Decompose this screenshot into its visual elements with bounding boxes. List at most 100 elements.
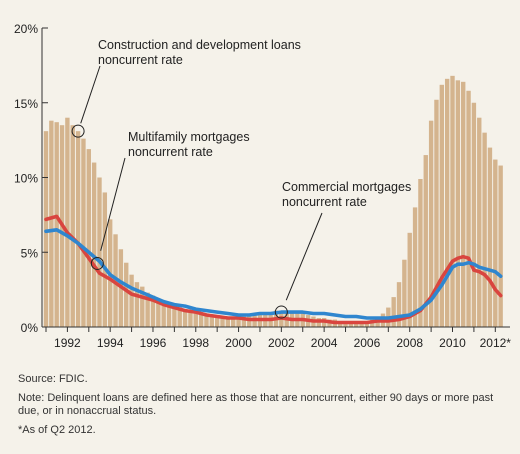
bar xyxy=(407,232,412,327)
bar xyxy=(161,301,166,327)
y-tick-label: 0% xyxy=(21,321,39,335)
bar xyxy=(396,282,402,327)
bar xyxy=(156,298,161,327)
bar xyxy=(91,162,97,327)
commercial-label-line: noncurrent rate xyxy=(282,195,367,209)
construction-label: Construction and development loans noncur… xyxy=(98,38,301,67)
source-note: Source: FDIC. xyxy=(18,373,88,385)
multifamily-callout-circle xyxy=(90,256,104,270)
commercial-label-line: Commercial mortgages xyxy=(282,180,411,194)
annotations: Construction and development loans noncur… xyxy=(71,38,411,319)
x-tick-label: 2012* xyxy=(480,336,512,350)
bar xyxy=(113,234,118,327)
bar xyxy=(209,315,215,327)
bar xyxy=(439,84,445,327)
bar xyxy=(70,125,75,327)
bar xyxy=(402,259,407,327)
x-tick-label: 2010 xyxy=(439,336,466,350)
multifamily-line xyxy=(44,214,503,325)
bar xyxy=(487,147,493,327)
x-tick-label: 1994 xyxy=(97,336,124,350)
bar xyxy=(75,131,81,327)
x-tick-label: 1996 xyxy=(140,336,167,350)
bar xyxy=(49,120,54,327)
commercial-line xyxy=(44,228,503,320)
bar xyxy=(220,316,225,327)
bar xyxy=(54,122,59,327)
bar xyxy=(412,207,418,327)
commercial-callout-leader xyxy=(285,212,323,301)
y-tick-label: 5% xyxy=(21,246,39,260)
bar xyxy=(134,282,140,327)
bar xyxy=(81,138,86,327)
bar xyxy=(193,312,198,327)
bar xyxy=(428,120,434,327)
x-tick-label: 1992 xyxy=(54,336,81,350)
bar xyxy=(188,310,193,327)
bar xyxy=(354,322,359,327)
bar xyxy=(204,313,209,327)
bar xyxy=(140,286,145,327)
x-tick-label: 2004 xyxy=(311,336,338,350)
bar xyxy=(182,309,188,327)
bar xyxy=(236,316,241,327)
bar xyxy=(359,322,364,327)
bar xyxy=(124,262,129,327)
bar xyxy=(166,304,172,327)
footnote: *As of Q2 2012. xyxy=(18,424,96,436)
noncurrent-rate-chart: 0% 5% 10% 15% 20% 1992 1994 1996 1998 2000 2002 200… xyxy=(14,22,511,350)
bar xyxy=(97,177,102,327)
bar xyxy=(86,149,91,327)
bar xyxy=(129,274,134,327)
bar xyxy=(493,159,498,327)
definition-note: Note: Delinquent loans are defined here … xyxy=(18,392,494,417)
bar xyxy=(231,316,236,327)
bar xyxy=(471,102,477,327)
bar xyxy=(65,117,70,327)
bar xyxy=(102,192,108,327)
commercial-label: Commercial mortgages noncurrent rate xyxy=(282,180,411,209)
bar xyxy=(145,292,150,327)
bar xyxy=(225,316,231,327)
axes: 0% 5% 10% 15% 20% 1992 1994 1996 1998 2000 2002 200… xyxy=(14,22,511,350)
bar xyxy=(450,75,455,327)
bar xyxy=(455,80,461,327)
multifamily-callout-leader xyxy=(100,157,126,251)
bar xyxy=(461,81,466,327)
x-tick-label: 2008 xyxy=(396,336,423,350)
multifamily-label: Multifamily mortgages noncurrent rate xyxy=(128,130,250,159)
bar xyxy=(241,316,247,327)
bar xyxy=(214,315,220,327)
bar xyxy=(43,131,49,327)
bar xyxy=(423,155,428,327)
construction-label-line: noncurrent rate xyxy=(98,53,183,67)
x-tick-label: 2006 xyxy=(354,336,381,350)
bar xyxy=(477,117,482,327)
bar xyxy=(177,307,182,327)
bar xyxy=(172,306,177,327)
construction-label-line: Construction and development loans xyxy=(98,38,301,52)
x-tick-label: 2002 xyxy=(268,336,295,350)
bar xyxy=(198,313,204,327)
construction-callout-circle xyxy=(71,124,85,138)
multifamily-label-line: Multifamily mortgages xyxy=(128,130,250,144)
bar xyxy=(418,178,423,327)
bar xyxy=(482,132,487,327)
bar xyxy=(150,295,156,327)
bar xyxy=(444,78,450,327)
chart-notes: Source: FDIC. Note: Delinquent loans are… xyxy=(18,373,513,443)
x-tick-label: 1998 xyxy=(182,336,209,350)
commercial-callout-circle xyxy=(274,305,288,319)
construction-bars xyxy=(43,75,503,327)
bar xyxy=(466,90,471,327)
y-tick-label: 15% xyxy=(14,97,38,111)
x-tick-label: 2000 xyxy=(225,336,252,350)
construction-callout-leader xyxy=(80,65,101,124)
y-tick-label: 20% xyxy=(14,22,38,36)
multifamily-label-line: noncurrent rate xyxy=(128,145,213,159)
series-lines xyxy=(44,214,503,325)
y-tick-label: 10% xyxy=(14,172,38,186)
bar xyxy=(498,165,503,327)
bar xyxy=(434,99,439,327)
bar xyxy=(391,297,396,327)
